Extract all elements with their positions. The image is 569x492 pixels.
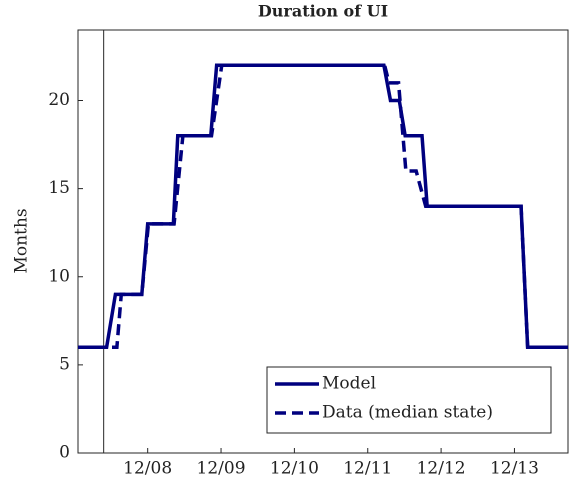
y-tick-label: 5 <box>59 354 70 374</box>
y-tick-label: 10 <box>48 266 70 286</box>
x-tick-label: 12/10 <box>270 459 319 479</box>
x-tick-label: 12/12 <box>417 459 466 479</box>
y-tick-label: 0 <box>59 443 70 463</box>
x-tick-label: 12/13 <box>490 459 539 479</box>
plot-frame <box>77 29 569 454</box>
legend-box <box>266 366 552 434</box>
y-axis-label: Months <box>12 208 32 273</box>
y-tick-label: 15 <box>48 178 70 198</box>
y-tick-label: 20 <box>48 90 70 110</box>
series-line <box>78 63 568 349</box>
chart-title: Duration of UI <box>258 2 388 21</box>
legend-label: Data (median state) <box>322 403 493 423</box>
x-tick-label: 12/11 <box>343 459 392 479</box>
x-tick-label: 12/09 <box>197 459 246 479</box>
legend-label: Model <box>322 374 376 394</box>
x-tick-label: 12/08 <box>123 459 172 479</box>
